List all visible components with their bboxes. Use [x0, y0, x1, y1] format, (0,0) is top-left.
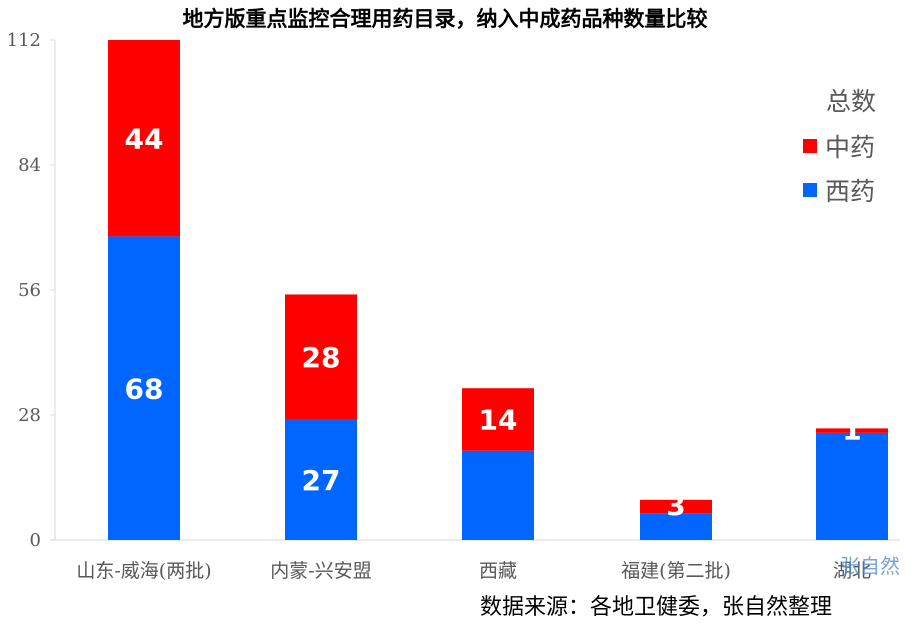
bar-xiyao [640, 513, 712, 540]
data-label: 27 [302, 464, 341, 497]
data-label: 28 [302, 341, 341, 374]
watermark: 张自然 [840, 554, 900, 578]
data-label: 68 [125, 372, 164, 405]
chart-title: 地方版重点监控合理用药目录，纳入中成药品种数量比较 [183, 7, 708, 31]
bars [108, 40, 888, 540]
bar-zhongyao [816, 428, 888, 433]
data-label: 1 [842, 413, 861, 446]
x-tick-label: 内蒙-兴安盟 [270, 560, 371, 582]
bar-xiyao [285, 419, 357, 540]
data-labels: 68 44 27 28 14 3 1 [125, 122, 862, 522]
y-tick-label: 56 [18, 280, 41, 301]
bar-zhongyao [462, 388, 534, 451]
data-label: 3 [666, 489, 685, 522]
legend-label-xiyao: 西药 [825, 177, 875, 206]
data-label: 44 [125, 122, 164, 155]
bar-xiyao [108, 236, 180, 540]
x-tick-label: 西藏 [479, 560, 517, 582]
y-axis: 0 28 56 84 112 [7, 30, 900, 551]
bar-zhongyao [640, 499, 712, 514]
data-label: 14 [479, 404, 518, 437]
x-tick-label: 湖北 [833, 560, 871, 582]
x-axis-labels: 山东-威海(两批) 内蒙-兴安盟 西藏 福建(第二批) 湖北 [76, 560, 871, 582]
legend-label-zhongyao: 中药 [825, 133, 875, 162]
bar-xiyao [816, 432, 888, 540]
source-note: 数据来源：各地卫健委，张自然整理 [480, 595, 832, 620]
bar-zhongyao [285, 294, 357, 420]
legend-swatch-xiyao [803, 183, 817, 197]
y-tick-label: 0 [30, 530, 41, 551]
bar-zhongyao [108, 40, 180, 237]
legend-title: 总数 [826, 87, 876, 116]
x-tick-label: 山东-威海(两批) [76, 560, 211, 582]
legend: 总数 中药 西药 [803, 87, 876, 206]
bar-xiyao [462, 450, 534, 540]
y-tick-label: 84 [18, 155, 41, 176]
legend-swatch-zhongyao [803, 139, 817, 153]
y-tick-label: 112 [7, 30, 41, 51]
x-tick-label: 福建(第二批) [621, 560, 731, 582]
y-tick-label: 28 [18, 405, 41, 426]
